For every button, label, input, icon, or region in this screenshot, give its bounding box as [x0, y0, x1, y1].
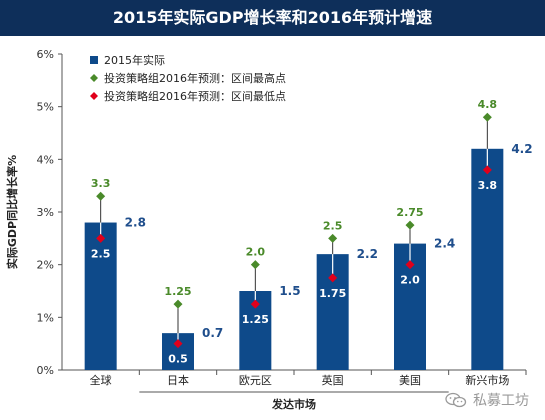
low-value-label: 2.0	[400, 274, 420, 287]
high-marker	[405, 220, 415, 230]
y-axis-title: 实际GDP同比增长率%	[5, 155, 19, 269]
bar-value-label: 4.2	[511, 142, 532, 156]
bar-value-label: 2.2	[357, 247, 378, 261]
y-tick-label: 2%	[37, 259, 54, 272]
x-group-label: 发达市场	[271, 397, 316, 411]
low-value-label: 1.25	[242, 313, 269, 326]
bar	[471, 148, 504, 370]
low-marker	[250, 299, 260, 309]
y-tick-label: 1%	[37, 311, 54, 324]
low-marker	[173, 339, 183, 349]
high-marker	[328, 233, 338, 243]
bar-value-label: 1.5	[279, 284, 300, 298]
high-marker	[96, 191, 106, 201]
low-value-label: 2.5	[91, 247, 111, 260]
wechat-icon	[445, 392, 467, 408]
legend-label-low: 投资策略组2016年预测：区间最低点	[104, 89, 286, 103]
high-value-label: 4.8	[478, 98, 498, 111]
high-marker	[173, 299, 183, 309]
x-category-label: 日本	[167, 373, 189, 387]
legend-marker-low	[90, 92, 98, 100]
bar-value-label: 2.4	[434, 237, 455, 251]
high-value-label: 2.75	[396, 206, 423, 219]
low-value-label: 3.8	[478, 179, 498, 192]
chart-canvas: 0% 1% 2% 3% 4% 5% 6% 实际GDP同比增长率% 2.8 3.3 2.5 全球 0.7 1…	[5, 48, 533, 411]
low-marker	[328, 273, 338, 283]
bar-value-label: 2.8	[125, 216, 146, 230]
low-marker	[405, 260, 415, 270]
y-tick-label: 5%	[37, 101, 54, 114]
high-value-label: 3.3	[91, 177, 111, 190]
high-marker	[250, 260, 260, 270]
y-tick-label: 6%	[37, 48, 54, 61]
watermark-text: 私募工坊	[473, 393, 529, 409]
legend-marker-actual	[90, 56, 98, 64]
y-tick-label: 0%	[37, 364, 54, 377]
low-marker	[96, 233, 106, 243]
bar-value-label: 0.7	[202, 326, 223, 340]
x-category-label: 欧元区	[239, 374, 272, 387]
legend-label-high: 投资策略组2016年预测：区间最高点	[104, 71, 286, 85]
y-tick-label: 3%	[37, 206, 54, 219]
watermark: 私募工坊	[445, 390, 529, 410]
x-category-label: 英国	[322, 373, 344, 387]
low-value-label: 0.5	[168, 353, 188, 366]
high-value-label: 1.25	[164, 285, 191, 298]
x-category-label: 新兴市场	[465, 373, 509, 387]
x-category-label: 美国	[399, 374, 421, 387]
high-marker	[482, 112, 492, 122]
x-category-label: 全球	[90, 373, 112, 387]
low-value-label: 1.75	[319, 287, 346, 300]
low-marker	[482, 165, 492, 175]
chart-title: 2015年实际GDP增长率和2016年预计增速	[0, 0, 545, 36]
legend-marker-high	[90, 74, 98, 82]
legend-label-actual: 2015年实际	[104, 53, 165, 67]
bar	[84, 222, 117, 370]
high-value-label: 2.5	[323, 219, 343, 232]
y-tick-label: 4%	[37, 153, 54, 166]
high-value-label: 2.0	[246, 246, 266, 259]
